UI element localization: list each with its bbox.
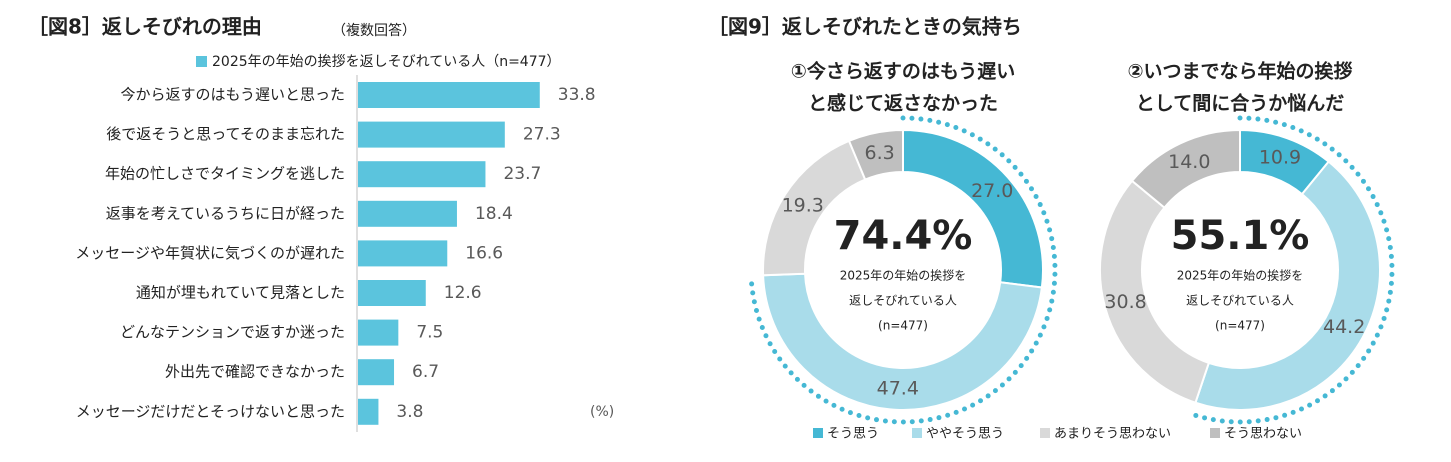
center-text: 返しそびれている人 [1186,294,1294,308]
bar [358,121,505,148]
donut-segment [762,272,1044,412]
value-label: 47.4 [877,377,919,399]
center-text: (n=477) [1215,319,1265,333]
bar [358,398,379,425]
category-label: 通知が埋もれていて見落とした [136,284,345,302]
value-label: 12.6 [444,283,482,303]
value-label: 23.7 [503,164,541,184]
legend-label: 2025年の年始の挨拶を返しそびれている人（n=477） [212,54,561,70]
value-label: 27.0 [971,180,1013,202]
value-label: 33.8 [558,85,596,105]
category-label: 今から返すのはもう遅いと思った [120,86,345,104]
chart-subtitle: （複数回答） [332,22,416,39]
value-label: 10.9 [1259,146,1301,168]
legend-label: そう思わない [1224,427,1302,442]
value-label: 14.0 [1168,151,1210,173]
value-label: 3.8 [396,402,423,422]
legend-swatch [1040,428,1050,438]
category-label: 返事を考えているうちに日が経った [106,204,345,222]
bar [358,161,486,188]
category-label: 後で返そうと思ってそのまま忘れた [106,125,345,143]
bar [358,200,457,227]
value-label: 27.3 [523,125,561,145]
legend-swatch [813,428,823,438]
chart-title: ［図9］返しそびれたときの気持ち [708,15,1022,39]
category-label: 外出先で確認できなかった [165,363,345,381]
category-label: 年始の忙しさでタイミングを逃した [105,165,345,183]
donut-segment [1130,128,1241,210]
donut-segment [847,128,904,181]
donut-segment [1194,160,1381,411]
legend-swatch [1210,428,1220,438]
donut-title: ②いつまでなら年始の挨拶 [1127,60,1352,83]
value-label: 6.7 [412,362,439,382]
center-text: 返しそびれている人 [849,294,957,308]
donut-title: ①今さら返すのはもう遅い [791,60,1016,83]
value-label: 7.5 [416,323,443,343]
center-value: 74.4% [834,213,973,259]
donut-segment [902,128,1044,289]
legend-label: あまりそう思わない [1054,427,1171,442]
legend-label: そう思う [827,427,879,442]
center-value: 55.1% [1171,213,1310,259]
center-text: (n=477) [878,319,928,333]
bar [358,359,395,386]
value-label: 6.3 [864,142,894,164]
value-label: 44.2 [1323,316,1365,338]
bar [358,280,426,306]
legend-swatch [196,56,207,67]
unit-label: (%) [590,404,614,420]
legend-swatch [912,428,922,438]
category-label: メッセージだけだとそっけないと思った [76,402,345,420]
value-label: 18.4 [475,204,513,224]
donut-title: として間に合うか悩んだ [1136,92,1344,115]
donut-title: と感じて返さなかった [808,92,998,115]
value-label: 30.8 [1104,291,1146,313]
legend-label: ややそう思う [926,427,1004,442]
bar [358,319,399,346]
category-label: メッセージや年賀状に気づくのが遅れた [75,244,345,262]
value-label: 19.3 [782,194,824,216]
highlight-arc [1189,115,1395,425]
bar [358,82,540,108]
center-text: 2025年の年始の挨拶を [840,268,967,283]
center-text: 2025年の年始の挨拶を [1177,268,1304,283]
bar [358,240,448,267]
category-label: どんなテンションで返すか迷った [120,323,345,341]
value-label: 16.6 [465,243,503,263]
chart-title: ［図8］返しそびれの理由 [28,15,262,39]
